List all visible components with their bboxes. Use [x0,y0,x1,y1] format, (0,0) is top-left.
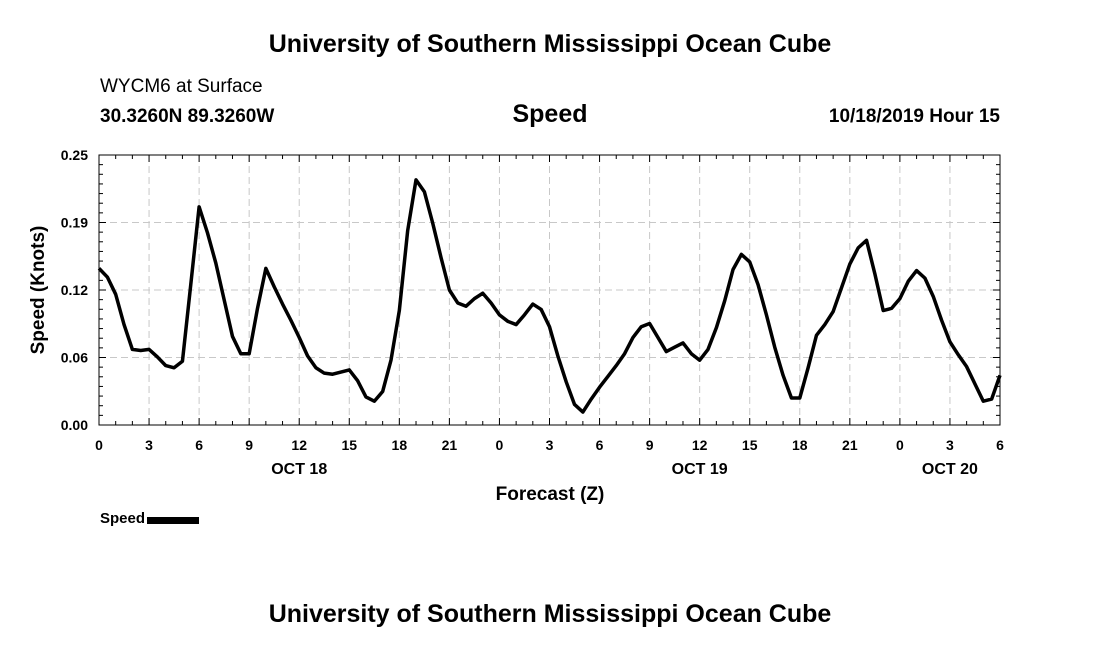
y-axis-title: Speed (Knots) [28,226,49,355]
chart-title-bottom: University of Southern Mississippi Ocean… [268,600,832,628]
x-tick-label: 0 [896,437,904,453]
forecast-datetime: 10/18/2019 Hour 15 [828,106,1000,127]
coordinates-label: 30.3260N 89.3260W [100,106,275,127]
x-tick-label: 3 [145,437,153,453]
station-label: WYCM6 at Surface [100,76,263,97]
grid-layer [99,155,1000,425]
x-tick-label: 6 [195,437,203,453]
x-tick-label: 9 [646,437,654,453]
x-tick-label: 12 [692,437,708,453]
chart-title-top: University of Southern Mississippi Ocean… [268,30,832,58]
x-tick-labels: 0 3 6 9 12 15 18 21 0 3 6 9 12 15 18 21 0 3 6 [95,437,1004,453]
x-tick-label: 18 [392,437,408,453]
x-tick-label: 21 [842,437,858,453]
legend: Speed [100,510,200,527]
x-axis-title: Forecast (Z) [496,484,605,505]
x-tick-label: 0 [95,437,103,453]
date-label: OCT 20 [922,461,978,478]
major-tick-layer [98,154,1001,426]
minor-tick-layer [99,155,1000,425]
x-tick-label: 3 [546,437,554,453]
x-tick-label: 18 [792,437,808,453]
legend-label: Speed [100,510,146,527]
x-tick-label: 12 [291,437,307,453]
y-tick-label: 0.12 [61,282,88,298]
x-tick-label: 3 [946,437,954,453]
x-tick-label: 15 [341,437,357,453]
y-tick-label: 0.06 [61,350,88,366]
legend-swatch [147,517,200,524]
y-tick-label: 0.25 [61,147,88,163]
x-tick-label: 6 [996,437,1004,453]
x-tick-label: 15 [742,437,758,453]
y-tick-label: 0.00 [61,417,88,433]
x-tick-label: 0 [496,437,504,453]
x-tick-label: 6 [596,437,604,453]
variable-title: Speed [512,100,588,128]
x-tick-label: 21 [442,437,458,453]
speed-series-line [97,178,1002,414]
x-tick-label: 9 [245,437,253,453]
y-tick-labels: 0.00 0.06 0.12 0.19 0.25 [61,147,88,433]
date-label: OCT 19 [672,461,728,478]
date-label: OCT 18 [271,461,327,478]
y-tick-label: 0.19 [61,215,88,231]
plot-frame [98,154,1001,426]
date-labels: OCT 18 OCT 19 OCT 20 [271,461,978,478]
